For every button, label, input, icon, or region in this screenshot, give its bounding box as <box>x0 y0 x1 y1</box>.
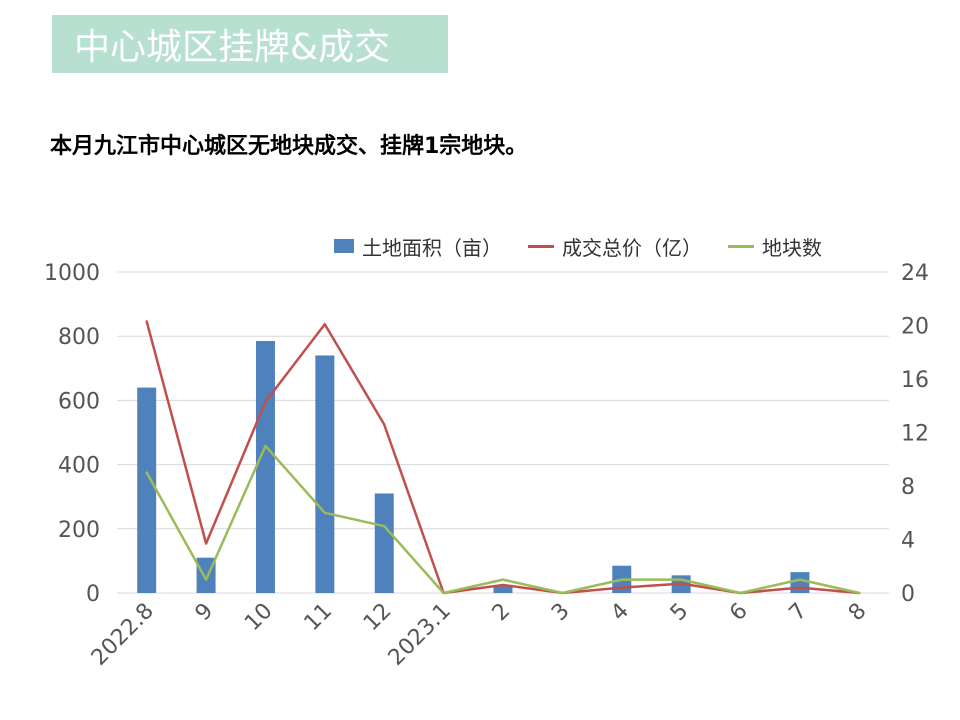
x-axis-tick-label: 6 <box>725 599 753 627</box>
legend-label-area: 土地面积（亩） <box>362 235 502 260</box>
bar-area <box>137 387 157 593</box>
x-axis-tick-label: 10 <box>240 599 277 636</box>
left-axis-tick-label: 400 <box>58 454 100 479</box>
left-axis-tick-label: 0 <box>86 582 100 607</box>
x-axis-tick-label: 2 <box>488 599 516 627</box>
x-axis-tick-label: 2022.8 <box>87 599 159 671</box>
right-axis-tick-label: 20 <box>901 315 929 340</box>
page-title-banner: 中心城区挂牌&成交 <box>52 15 448 73</box>
bar-area <box>255 341 275 593</box>
line-total-price <box>145 320 861 595</box>
x-axis-tick-label: 2023.1 <box>384 599 456 671</box>
x-axis-tick-label: 9 <box>191 599 219 627</box>
right-axis-tick-label: 8 <box>901 475 915 500</box>
legend-label-count: 地块数 <box>762 235 822 260</box>
legend-item-price: 成交总价（亿） <box>528 232 702 261</box>
page-title: 中心城区挂牌&成交 <box>74 27 391 68</box>
x-axis-tick-label: 11 <box>300 599 337 636</box>
x-axis-tick-label: 5 <box>666 599 694 627</box>
left-axis-tick-label: 600 <box>58 389 100 414</box>
right-axis-tick-label: 4 <box>901 529 915 554</box>
page-subtitle: 本月九江市中心城区无地块成交、挂牌1宗地块。 <box>50 134 528 159</box>
legend-item-count: 地块数 <box>728 232 822 261</box>
legend-swatch-count <box>728 244 754 248</box>
legend-swatch-area <box>334 239 354 253</box>
bar-area <box>374 493 394 593</box>
legend-label-price: 成交总价（亿） <box>562 235 702 260</box>
x-axis-tick-label: 12 <box>359 599 396 636</box>
x-axis-tick-label: 7 <box>785 599 813 627</box>
x-axis-tick-label: 8 <box>844 599 872 627</box>
bar-area <box>315 355 335 593</box>
right-axis-tick-label: 24 <box>901 261 929 286</box>
right-axis-tick-label: 16 <box>901 368 929 393</box>
x-axis-tick-label: 3 <box>547 599 575 627</box>
bar-area <box>790 572 810 593</box>
chart-legend: 土地面积（亩） 成交总价（亿） 地块数 <box>334 232 822 260</box>
left-axis-tick-label: 200 <box>58 518 100 543</box>
x-axis-tick-label: 4 <box>606 599 634 627</box>
left-axis-tick-label: 1000 <box>44 261 100 286</box>
legend-swatch-price <box>528 244 554 248</box>
line-parcel-count <box>145 444 861 595</box>
legend-item-area: 土地面积（亩） <box>334 232 502 261</box>
left-axis-tick-label: 800 <box>58 325 100 350</box>
bar-area <box>493 584 513 593</box>
right-axis-tick-label: 12 <box>901 422 929 447</box>
right-axis-tick-label: 0 <box>901 582 915 607</box>
